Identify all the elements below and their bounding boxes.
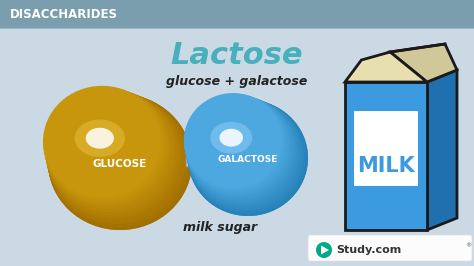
FancyBboxPatch shape (353, 110, 419, 187)
Ellipse shape (185, 95, 292, 198)
Ellipse shape (45, 88, 170, 206)
Ellipse shape (219, 129, 243, 147)
Text: milk sugar: milk sugar (183, 222, 257, 235)
Ellipse shape (188, 100, 308, 216)
Ellipse shape (46, 92, 183, 221)
Ellipse shape (43, 86, 161, 197)
Ellipse shape (44, 86, 164, 200)
Polygon shape (345, 52, 427, 82)
Ellipse shape (185, 95, 289, 196)
Circle shape (316, 242, 332, 258)
Ellipse shape (86, 128, 114, 149)
Ellipse shape (186, 97, 299, 206)
Ellipse shape (186, 96, 294, 201)
Ellipse shape (46, 90, 178, 215)
Ellipse shape (44, 87, 167, 203)
Text: glucose + galactose: glucose + galactose (166, 76, 308, 89)
Text: DISACCHARIDES: DISACCHARIDES (10, 7, 118, 20)
FancyBboxPatch shape (186, 157, 221, 167)
Ellipse shape (47, 93, 189, 227)
FancyBboxPatch shape (0, 0, 474, 28)
Ellipse shape (187, 99, 303, 211)
Ellipse shape (188, 99, 306, 214)
Ellipse shape (186, 97, 296, 203)
Ellipse shape (74, 119, 125, 157)
Ellipse shape (184, 94, 284, 191)
Polygon shape (321, 246, 329, 255)
Text: Study.com: Study.com (336, 245, 401, 255)
Ellipse shape (48, 94, 192, 230)
Ellipse shape (187, 98, 301, 208)
Text: ®: ® (465, 243, 471, 248)
Text: MILK: MILK (357, 156, 415, 176)
Polygon shape (427, 70, 457, 230)
FancyBboxPatch shape (308, 235, 472, 261)
Polygon shape (345, 82, 427, 230)
Ellipse shape (210, 122, 252, 154)
Text: GLUCOSE: GLUCOSE (93, 159, 147, 169)
Ellipse shape (188, 100, 308, 216)
Ellipse shape (184, 94, 287, 193)
Polygon shape (390, 44, 457, 82)
Ellipse shape (45, 90, 175, 212)
Text: Lactose: Lactose (171, 40, 303, 69)
FancyBboxPatch shape (189, 159, 219, 162)
Ellipse shape (184, 93, 282, 188)
Ellipse shape (45, 89, 172, 209)
Ellipse shape (46, 91, 181, 218)
Ellipse shape (48, 94, 192, 230)
Text: GALACTOSE: GALACTOSE (218, 156, 278, 164)
Ellipse shape (47, 93, 186, 224)
